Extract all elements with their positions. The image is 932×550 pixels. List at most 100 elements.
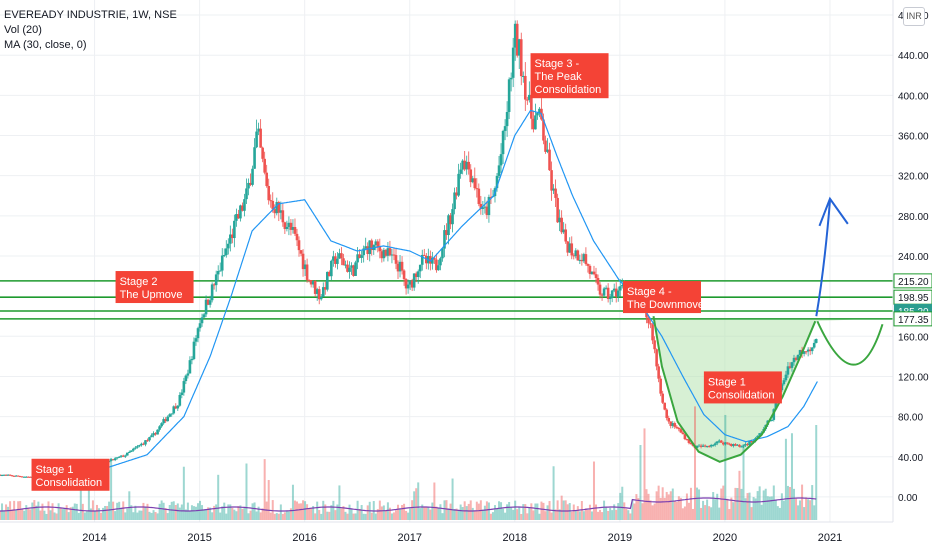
volume-bar xyxy=(473,510,476,520)
volume-bar xyxy=(386,502,389,520)
candle-body xyxy=(348,267,351,272)
volume-bar xyxy=(57,503,60,520)
candle-body xyxy=(186,373,190,376)
volume-bar xyxy=(289,508,292,520)
candle-body xyxy=(315,289,319,294)
volume-bar xyxy=(283,512,286,520)
volume-indicator-label[interactable]: Vol (20) xyxy=(4,24,42,36)
y-tick-label: 240.00 xyxy=(898,252,929,263)
candle-body xyxy=(509,77,513,80)
candle-body xyxy=(283,222,287,230)
candle-body xyxy=(289,222,293,230)
candle-body xyxy=(600,294,604,296)
volume-bar xyxy=(104,505,107,520)
candle-body xyxy=(620,285,624,287)
annotation-box xyxy=(703,371,782,404)
volume-bar xyxy=(390,513,393,520)
volume-bar xyxy=(615,509,618,520)
candle-body xyxy=(612,288,616,291)
volume-bar xyxy=(445,500,448,520)
volume-bar xyxy=(572,504,575,520)
candle-body xyxy=(273,209,277,214)
annotation-text: Stage 1 xyxy=(36,464,74,476)
volume-bar xyxy=(546,505,549,520)
volume-bar xyxy=(489,513,492,520)
candle-body xyxy=(784,374,788,381)
volume-bar xyxy=(138,510,141,520)
candle-body xyxy=(433,257,436,260)
volume-bar xyxy=(465,506,468,520)
volume-bar xyxy=(330,505,333,520)
volume-bar xyxy=(653,503,656,520)
candle-body xyxy=(746,444,749,446)
volume-bar xyxy=(332,500,335,520)
volume-bar xyxy=(112,501,115,520)
volume-bar xyxy=(417,482,420,520)
candle-body xyxy=(227,243,230,249)
volume-bar xyxy=(805,497,808,520)
volume-bar xyxy=(170,501,173,520)
candle-body xyxy=(671,423,675,426)
moving-average-label[interactable]: MA (30, close, 0) xyxy=(4,39,87,51)
candle-body xyxy=(376,241,380,248)
volume-bar xyxy=(95,504,98,520)
candle-body xyxy=(689,442,693,444)
volume-bar xyxy=(247,513,250,520)
volume-bar xyxy=(477,503,480,520)
volume-bar xyxy=(421,504,424,520)
candle-body xyxy=(247,182,250,189)
volume-bar xyxy=(308,508,311,520)
candle-body xyxy=(0,474,2,476)
volume-bar xyxy=(427,506,430,520)
candle-body xyxy=(471,178,475,183)
candle-body xyxy=(732,444,735,447)
volume-bar xyxy=(302,500,305,520)
candle-body xyxy=(449,215,452,225)
volume-bar xyxy=(506,504,509,520)
volume-bar xyxy=(498,501,501,520)
volume-bar xyxy=(457,510,460,520)
volume-bar xyxy=(162,502,165,520)
volume-bar xyxy=(647,493,650,520)
annotation-text: Stage 4 - xyxy=(627,286,672,298)
volume-bar xyxy=(772,485,775,520)
candle-body xyxy=(461,160,464,170)
candle-body xyxy=(774,403,778,410)
volume-bar xyxy=(318,510,321,520)
volume-bar xyxy=(158,503,161,520)
volume-bar xyxy=(364,513,367,520)
candle-body xyxy=(251,168,254,185)
volume-bar xyxy=(487,502,490,520)
annotation-text: Consolidation xyxy=(535,84,602,96)
volume-bar xyxy=(93,511,96,520)
candle-body xyxy=(350,265,353,268)
volume-bar xyxy=(152,510,155,520)
candle-body xyxy=(538,108,541,113)
volume-bar xyxy=(388,507,391,520)
currency-badge[interactable]: INR xyxy=(903,7,925,26)
candle-body xyxy=(18,476,22,478)
volume-bar xyxy=(85,511,88,520)
volume-bar xyxy=(237,506,240,520)
volume-bar xyxy=(512,509,515,520)
volume-bar xyxy=(592,461,595,520)
candle-body xyxy=(174,406,178,409)
candle-body xyxy=(194,338,198,342)
volume-bar xyxy=(728,509,731,520)
volume-bar xyxy=(801,484,804,520)
volume-bar xyxy=(374,513,377,520)
candle-body xyxy=(180,392,184,395)
candle-body xyxy=(184,375,188,382)
volume-bar xyxy=(780,493,783,520)
candle-body xyxy=(748,441,751,446)
volume-bar xyxy=(625,508,628,520)
candle-body xyxy=(321,287,325,297)
volume-bar xyxy=(611,510,614,520)
breakout-arrow-shaft xyxy=(815,200,831,317)
volume-bar xyxy=(797,505,800,520)
volume-bar xyxy=(154,512,157,520)
candle-body xyxy=(402,270,406,280)
volume-bar xyxy=(397,504,400,520)
